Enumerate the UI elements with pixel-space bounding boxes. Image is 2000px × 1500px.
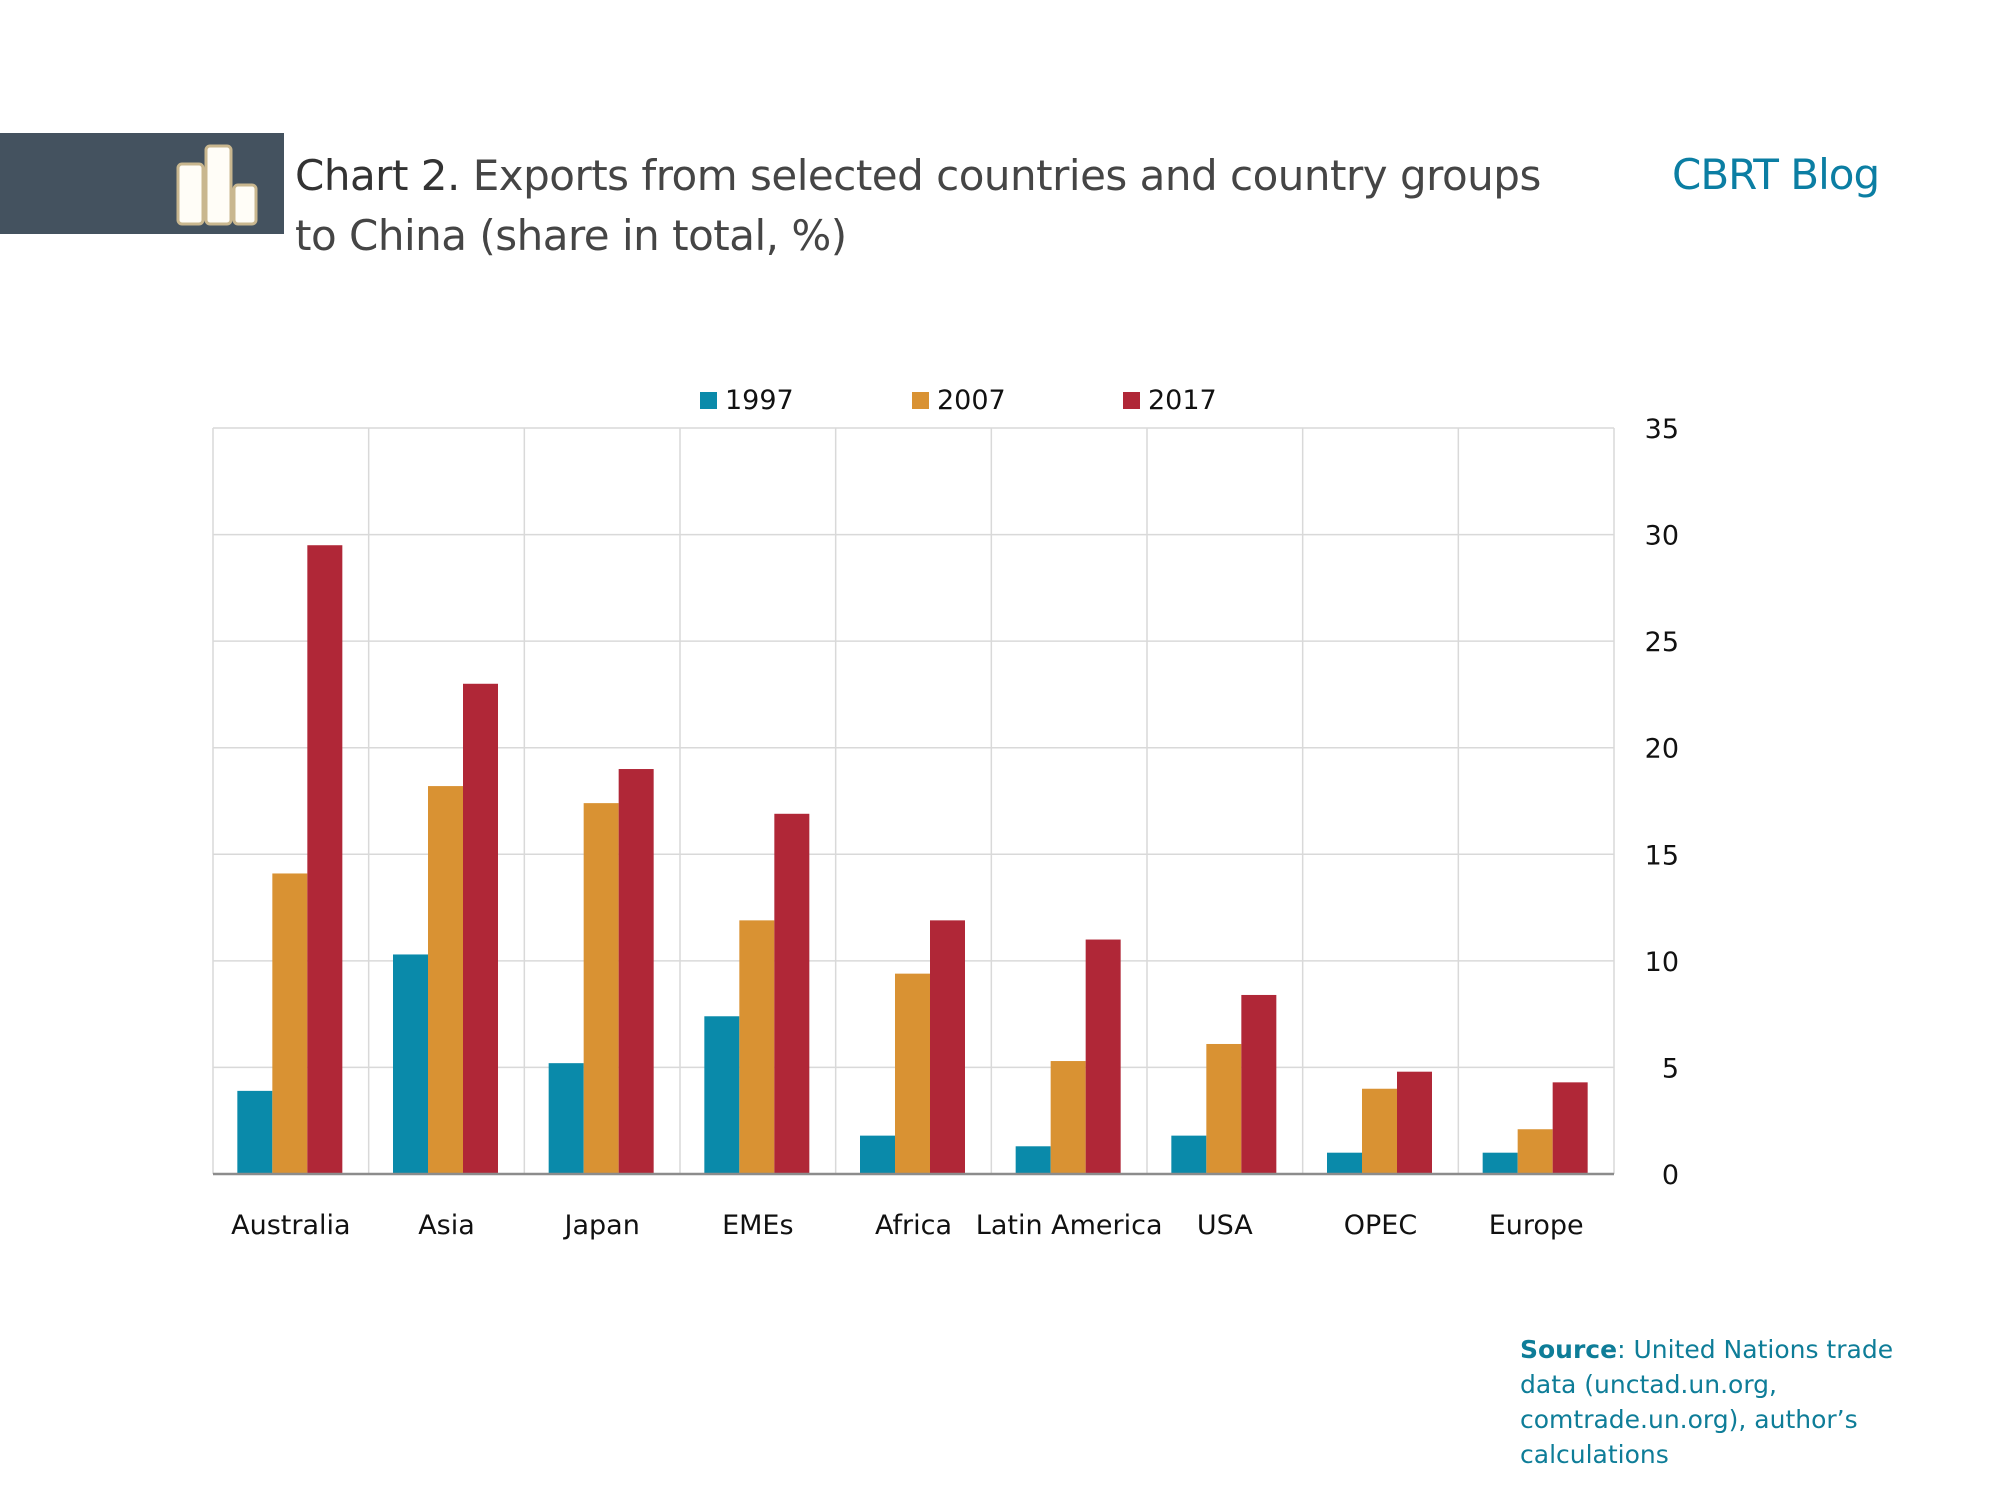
source-note: Source: United Nations trade data (uncta… <box>1520 1332 1900 1472</box>
y-axis-ticks: 0 5 10 15 20 25 30 35 <box>1645 414 1679 1191</box>
y-tick-label: 10 <box>1645 947 1679 978</box>
bars <box>237 545 1588 1174</box>
bar-usa-2017 <box>1241 994 1277 1174</box>
bar-japan-1997 <box>548 1063 584 1174</box>
y-tick-label: 0 <box>1662 1160 1679 1191</box>
x-tick-label: OPEC <box>1344 1210 1417 1241</box>
legend-item-2017: 2017 <box>1123 385 1217 416</box>
bar-chart-icon <box>176 144 258 226</box>
bar-africa-2017 <box>930 920 965 1174</box>
legend: 1997 2007 2017 <box>0 385 2000 416</box>
x-tick-label: USA <box>1197 1210 1253 1241</box>
bar-japan-2007 <box>583 803 619 1174</box>
y-tick-label: 30 <box>1645 521 1679 552</box>
bar-australia-2007 <box>272 873 308 1174</box>
legend-swatch-2017 <box>1123 392 1140 409</box>
y-tick-label: 35 <box>1645 414 1679 445</box>
x-tick-label: Japan <box>563 1210 640 1241</box>
bar-europe-2017 <box>1552 1082 1588 1174</box>
bar-emes-1997 <box>704 1016 740 1174</box>
legend-item-2007: 2007 <box>912 385 1006 416</box>
bar-asia-2007 <box>428 786 463 1174</box>
bar-usa-2007 <box>1206 1043 1242 1174</box>
source-label: Source <box>1520 1335 1618 1364</box>
y-tick-label: 20 <box>1645 734 1679 765</box>
bar-asia-1997 <box>393 954 428 1174</box>
legend-swatch-1997 <box>700 392 717 409</box>
bar-latin-america-2007 <box>1050 1061 1086 1174</box>
x-tick-label: Europe <box>1489 1210 1584 1241</box>
bar-emes-2007 <box>739 920 775 1174</box>
bar-asia-2017 <box>463 683 498 1174</box>
bar-japan-2017 <box>618 769 654 1174</box>
bar-opec-2017 <box>1397 1071 1432 1174</box>
bar-africa-2007 <box>895 973 930 1174</box>
x-tick-label: Australia <box>231 1210 350 1241</box>
bar-australia-2017 <box>307 545 343 1174</box>
bar-latin-america-2017 <box>1085 939 1121 1174</box>
chart-title-line1: Exports from selected countries and coun… <box>459 151 1542 200</box>
chart-title-line2: to China (share in total, %) <box>295 211 847 260</box>
x-tick-label: Asia <box>418 1210 475 1241</box>
y-tick-label: 5 <box>1662 1053 1679 1084</box>
bar-latin-america-1997 <box>1015 1146 1051 1174</box>
bar-europe-2007 <box>1517 1129 1553 1174</box>
bar-europe-1997 <box>1482 1152 1518 1174</box>
x-tick-label: Latin America <box>976 1210 1163 1241</box>
y-tick-label: 25 <box>1645 627 1679 658</box>
chart-title: Chart 2. Exports from selected countries… <box>295 146 1595 266</box>
bar-emes-2017 <box>774 813 810 1174</box>
legend-label-1997: 1997 <box>725 385 794 416</box>
brand-logo-text: CBRT Blog <box>1672 150 1880 199</box>
legend-item-1997: 1997 <box>700 385 794 416</box>
y-tick-label: 15 <box>1645 840 1679 871</box>
x-tick-label: Africa <box>875 1210 952 1241</box>
x-tick-label: EMEs <box>722 1210 793 1241</box>
legend-label-2017: 2017 <box>1148 385 1217 416</box>
legend-swatch-2007 <box>912 392 929 409</box>
x-axis-ticks: Australia Asia Japan EMEs Africa Latin Americ… <box>231 1210 1584 1241</box>
bar-australia-1997 <box>237 1090 273 1174</box>
chart-number: Chart 2. <box>295 151 460 200</box>
bar-opec-2007 <box>1362 1088 1397 1174</box>
bar-opec-1997 <box>1327 1152 1362 1174</box>
legend-label-2007: 2007 <box>937 385 1006 416</box>
bar-usa-1997 <box>1171 1135 1207 1174</box>
source-text: : United Nations trade data (unctad.un.o… <box>1520 1335 1894 1469</box>
bar-africa-1997 <box>860 1135 895 1174</box>
